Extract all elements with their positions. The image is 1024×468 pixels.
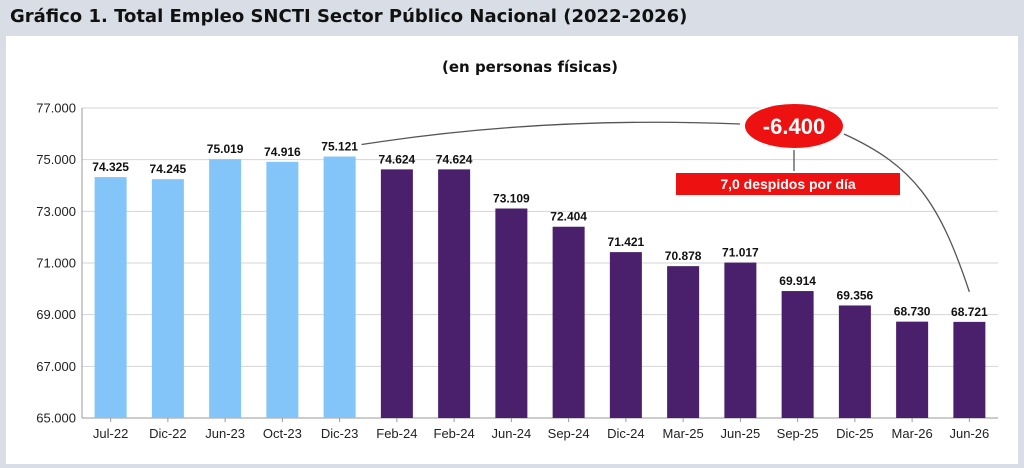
- x-tick-label: Jun-26: [950, 426, 990, 441]
- y-tick-label: 67.000: [36, 359, 76, 374]
- x-tick-label: Jul-22: [93, 426, 128, 441]
- x-tick-label: Dic-23: [321, 426, 359, 441]
- x-tick-label: Feb-24: [376, 426, 417, 441]
- data-label: 68.721: [951, 305, 988, 319]
- y-tick-label: 69.000: [36, 307, 76, 322]
- data-label: 69.914: [779, 274, 816, 288]
- x-tick-label: Jun-24: [492, 426, 532, 441]
- data-label: 74.325: [92, 160, 129, 174]
- bar: [724, 262, 757, 418]
- bar: [495, 208, 528, 418]
- bar: [609, 252, 642, 418]
- bar: [781, 291, 814, 418]
- data-label: 71.017: [722, 246, 759, 260]
- x-tick-label: Dic-25: [836, 426, 874, 441]
- data-label: 74.916: [264, 145, 301, 159]
- bar: [438, 169, 471, 418]
- difference-value: -6.400: [763, 114, 825, 139]
- bar: [209, 159, 242, 418]
- y-tick-label: 75.000: [36, 152, 76, 167]
- annotation-connector-left: [361, 121, 741, 146]
- annotation-connector-right: [843, 133, 970, 293]
- bar: [94, 177, 127, 418]
- x-tick-label: Feb-24: [434, 426, 475, 441]
- chart-panel: (en personas físicas) 65.000 67.000 69.000 7…: [6, 36, 1018, 464]
- x-tick-label: Dic-22: [149, 426, 187, 441]
- y-tick-label: 65.000: [36, 411, 76, 426]
- x-tick-label: Jun-23: [205, 426, 245, 441]
- data-label: 69.356: [837, 288, 874, 302]
- data-label: 74.245: [150, 162, 187, 176]
- x-tick-label: Sep-25: [777, 426, 819, 441]
- chart-subtitle: (en personas físicas): [442, 58, 618, 76]
- x-tick-label: Dic-24: [607, 426, 645, 441]
- data-label: 70.878: [665, 249, 702, 263]
- data-label: 71.421: [608, 235, 645, 249]
- data-label: 75.019: [207, 142, 244, 156]
- data-label: 74.624: [436, 152, 473, 166]
- bar: [667, 266, 700, 418]
- bar: [323, 156, 356, 418]
- x-tick-label: Oct-23: [263, 426, 302, 441]
- bar: [953, 321, 986, 418]
- y-tick-label: 77.000: [36, 101, 76, 116]
- x-tick-label: Sep-24: [548, 426, 590, 441]
- difference-badge: [743, 102, 845, 150]
- rate-label: 7,0 despidos por día: [720, 176, 856, 192]
- bar: [552, 226, 585, 418]
- bar: [838, 305, 871, 418]
- data-label: 68.730: [894, 305, 931, 319]
- x-tick-label: Jun-25: [721, 426, 761, 441]
- data-label: 74.624: [379, 152, 416, 166]
- bar: [266, 161, 299, 418]
- bar-chart: (en personas físicas) 65.000 67.000 69.000 7…: [36, 58, 998, 441]
- data-label: 73.109: [493, 192, 530, 206]
- data-label: 75.121: [321, 140, 358, 154]
- y-tick-label: 71.000: [36, 256, 76, 271]
- bar: [380, 169, 413, 418]
- page-title: Gráfico 1. Total Empleo SNCTI Sector Púb…: [10, 6, 688, 27]
- x-tick-label: Mar-26: [892, 426, 933, 441]
- data-label: 72.404: [550, 210, 587, 224]
- x-tick-label: Mar-25: [663, 426, 704, 441]
- y-tick-label: 73.000: [36, 204, 76, 219]
- bar: [151, 179, 184, 418]
- rate-box: [676, 173, 900, 195]
- bar: [896, 321, 929, 418]
